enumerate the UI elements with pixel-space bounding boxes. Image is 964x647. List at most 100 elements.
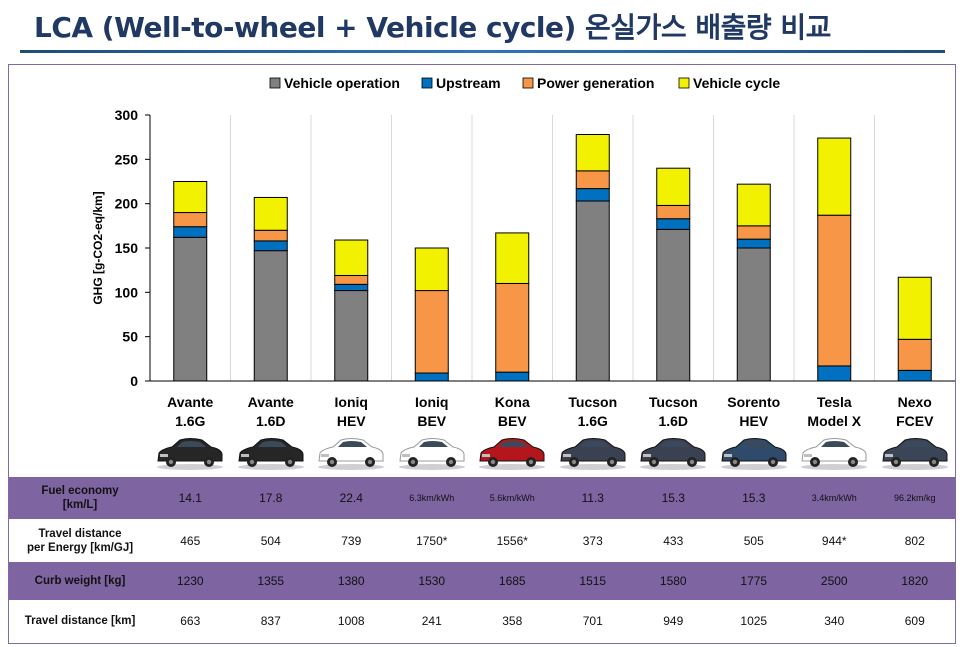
legend-label: Vehicle operation (284, 75, 400, 91)
bar-segment-vehicle-cycle (495, 232, 530, 284)
table-cell: 1685 (498, 574, 526, 588)
bar-segment-upstream (173, 226, 208, 238)
model-label-line: Kona (494, 394, 530, 410)
title-underline (20, 50, 945, 53)
bar-segment-power-generation (897, 338, 932, 371)
row-label: Travel distance per Energy [km/GJ] (9, 527, 151, 555)
y-tick-label: 250 (115, 151, 139, 167)
car-icon (637, 432, 709, 472)
page-title: LCA (Well-to-wheel + Vehicle cycle) 온실가스… (34, 11, 831, 44)
model-label-line: HEV (336, 413, 366, 429)
table-cell: 701 (582, 614, 603, 628)
bar-segment-power-generation (495, 282, 530, 373)
car-icon (879, 432, 951, 472)
model-label-line: 1.6G (577, 413, 608, 429)
y-tick-label: 300 (115, 107, 139, 123)
table-row: Travel distance per Energy [km/GJ] 465 504 7… (9, 521, 955, 561)
model-label-line: Avante (247, 394, 294, 410)
model-label: Ioniq HEV (311, 393, 391, 431)
model-label-line: Avante (167, 394, 214, 410)
table-cell: 1230 (176, 574, 204, 588)
table-cell: 663 (180, 614, 201, 628)
row-label: Curb weight [kg] (9, 574, 151, 588)
bar-segment-upstream (253, 240, 288, 252)
row-label-line: [km/L] (62, 499, 98, 511)
y-tick-label: 200 (115, 196, 139, 212)
legend-label: Vehicle cycle (693, 75, 780, 91)
table-cell: 1556* (496, 534, 528, 548)
table-cell: 1380 (337, 574, 365, 588)
bar-segment-vehicle-cycle (253, 196, 288, 231)
legend-swatch (522, 77, 534, 89)
ghg-stacked-bar-chart: 0 50 100 150 200 250 300 GHG [g-CO2-eq/km] Vehic… (91, 75, 955, 389)
bar-segment-upstream (414, 372, 449, 382)
table-row: Fuel economy [km/L] 14.1 17.8 22.4 6.3km/kWh 5… (9, 477, 955, 519)
bar-segment-upstream (656, 218, 691, 230)
bar-segment-vehicle-cycle (736, 183, 771, 227)
y-tick-label: 100 (115, 284, 139, 300)
table-cell: 1355 (257, 574, 285, 588)
model-label: Tucson 1.6D (633, 393, 713, 431)
bar-segment-power-generation (656, 204, 691, 220)
bar-segment-power-generation (253, 229, 288, 242)
model-label-line: Model X (807, 413, 862, 429)
legend-label: Power generation (537, 75, 654, 91)
table-cell: 504 (260, 534, 281, 548)
bar-segment-vehicle-operation (253, 250, 288, 382)
table-row: Travel distance [km] 663 837 1008 241 358 701 9… (9, 602, 955, 640)
table-cell: 1775 (740, 574, 768, 588)
model-label-line: BEV (497, 413, 527, 429)
bar-segment-power-generation (817, 214, 852, 367)
table-cell: 433 (663, 534, 684, 548)
table-cell: 505 (743, 534, 764, 548)
model-label: Tucson 1.6G (553, 393, 633, 431)
table-cell: 96.2km/kg (893, 492, 936, 503)
table-cell: 1530 (418, 574, 446, 588)
row-label-line: Curb weight [kg] (34, 575, 126, 587)
bar-segment-power-generation (575, 170, 610, 190)
table-cell: 15.3 (661, 491, 685, 505)
row-label-line: Travel distance (38, 528, 122, 540)
table-cell: 14.1 (178, 491, 202, 505)
bar-segment-power-generation (414, 290, 449, 374)
bar-segment-vehicle-cycle (575, 134, 610, 172)
content-frame (8, 64, 956, 644)
table-cell: 1008 (337, 614, 365, 628)
table-row: Curb weight [kg] 1230 1355 1380 1530 1685 1515… (9, 562, 955, 600)
row-label-line: per Energy [km/GJ] (26, 542, 134, 554)
table-cell: 465 (180, 534, 201, 548)
model-label-line: 1.6G (175, 413, 206, 429)
bar-segment-vehicle-cycle (173, 181, 208, 214)
bar-segment-vehicle-operation (173, 236, 208, 382)
table-cell: 241 (421, 614, 442, 628)
table-cell: 358 (502, 614, 523, 628)
bar-segment-upstream (817, 365, 852, 382)
table-cell: 17.8 (259, 491, 283, 505)
bar-segment-power-generation (334, 274, 369, 285)
bar-segment-upstream (575, 188, 610, 202)
table-cell: 15.3 (742, 491, 766, 505)
row-label-line: Fuel economy (41, 485, 119, 497)
model-label-line: HEV (739, 413, 769, 429)
table-cell: 1515 (579, 574, 607, 588)
car-icon (396, 432, 468, 472)
bar-segment-vehicle-cycle (897, 276, 932, 340)
bar-segment-vehicle-cycle (334, 239, 369, 276)
y-axis-label: GHG [g-CO2-eq/km] (91, 191, 105, 304)
bar-segment-upstream (495, 371, 530, 382)
model-label-line: 1.6D (255, 413, 286, 429)
legend-label: Upstream (436, 75, 501, 91)
car-icon (235, 432, 307, 472)
model-label-line: 1.6D (658, 413, 689, 429)
model-label: Kona BEV (472, 393, 552, 431)
model-label-line: Nexo (897, 394, 932, 410)
table-cell: 22.4 (339, 491, 363, 505)
car-icon (798, 432, 870, 472)
table-cell: 949 (663, 614, 684, 628)
table-cell: 6.3km/kWh (409, 492, 455, 503)
car-icon (315, 432, 387, 472)
model-label-line: Tucson (568, 394, 618, 410)
model-label: Ioniq BEV (392, 393, 472, 431)
bar-segment-power-generation (736, 225, 771, 240)
model-label-line: Ioniq (334, 394, 368, 410)
